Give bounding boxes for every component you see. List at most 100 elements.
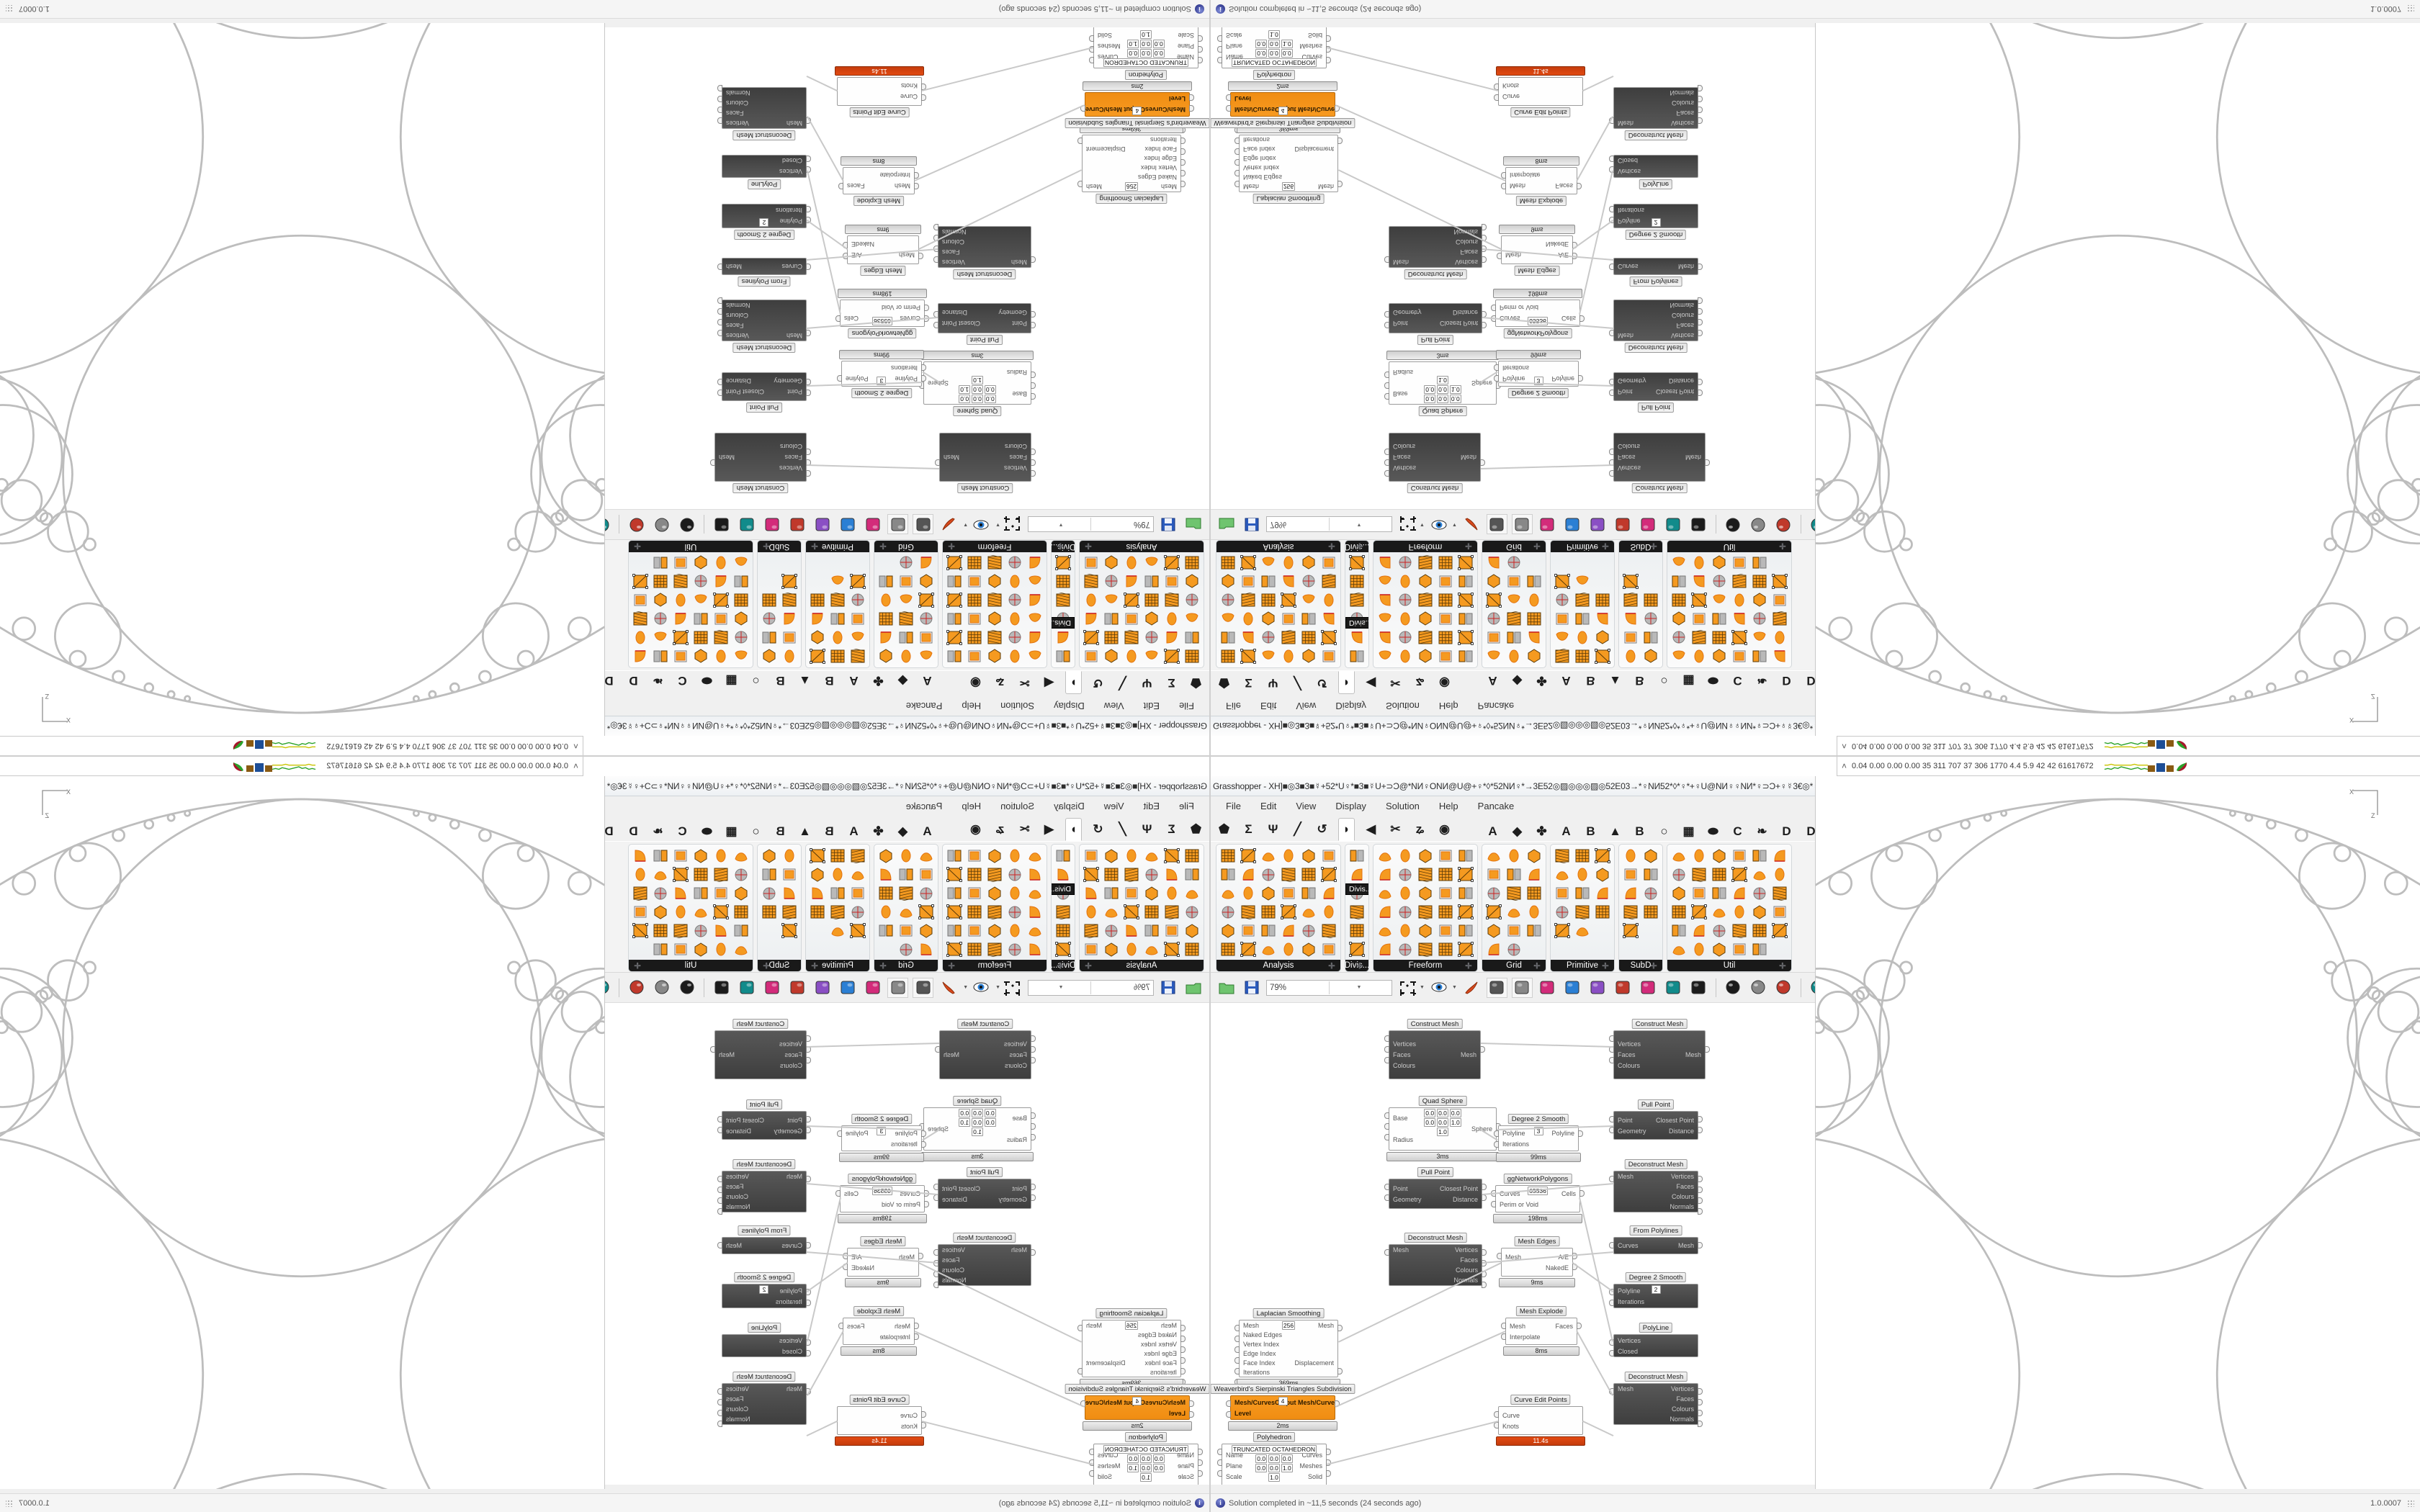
gh-component-body[interactable]: Polyline Polyline Iterations 3 (1494, 361, 1583, 387)
gh-input-port[interactable] (1031, 1112, 1036, 1119)
chevron-down-icon[interactable]: ▼ (1329, 981, 1389, 994)
component-icon-analysis-19[interactable] (1238, 902, 1258, 921)
component-icon-analysis-31[interactable] (1162, 940, 1182, 958)
gh-value-field[interactable]: 0.0 (972, 1109, 983, 1117)
gh-value-field[interactable]: 1.0 (1449, 1118, 1461, 1127)
palette-expand-icon[interactable]: ➕ (1533, 543, 1541, 550)
gh-output-port[interactable] (1579, 315, 1585, 322)
component-icon-subd-7[interactable] (1641, 591, 1660, 610)
chevron-down-icon[interactable]: ▼ (1420, 985, 1425, 990)
component-icon-util-31[interactable] (712, 554, 731, 572)
component-icon-grid-16[interactable] (1504, 554, 1523, 572)
gh-component-body[interactable]: Vertices Closed (1609, 1334, 1698, 1357)
component-icon-primitive-6[interactable] (848, 610, 868, 629)
component-icon-analysis-6[interactable] (1183, 865, 1202, 883)
component-icon-divis...-1[interactable] (1054, 629, 1073, 647)
component-icon-primitive-0[interactable] (1552, 647, 1572, 666)
component-icon-subd-0[interactable] (780, 846, 799, 865)
gh-value-field[interactable]: 0.0 (1140, 1454, 1152, 1463)
gh-component[interactable]: Deconstruct Mesh Mesh Vertices Faces Colours… (1384, 224, 1487, 279)
gh-value-field[interactable]: 0.0 (1255, 49, 1268, 58)
component-icon-util-10[interactable] (651, 865, 671, 883)
component-icon-util-23[interactable] (631, 591, 650, 610)
gh-component[interactable]: Mesh Explode Mesh Faces Interpolate 8ms (838, 1306, 919, 1356)
gh-value-field[interactable]: 3 (877, 377, 887, 385)
gh-input-port[interactable] (1494, 375, 1499, 382)
component-icon-util-11[interactable] (631, 865, 650, 883)
component-icon-freeform-14[interactable] (945, 610, 964, 629)
chevron-down-icon[interactable]: ▼ (963, 985, 969, 990)
component-icon-subd-0[interactable] (1621, 846, 1640, 865)
gh-value-field[interactable]: 0.0 (1449, 1109, 1461, 1117)
component-icon-util-2[interactable] (1709, 846, 1729, 865)
component-icon-freeform-19[interactable] (945, 591, 964, 610)
component-icon-primitive-9[interactable] (848, 591, 868, 610)
component-icon-primitive-8[interactable] (808, 883, 828, 902)
profiler-icon[interactable] (1511, 514, 1533, 535)
gh-component-body[interactable]: Mesh/Curves Output Mesh/Curves Level 4 (1080, 1395, 1194, 1420)
gh-output-port[interactable] (717, 1187, 722, 1193)
component-icon-freeform-9[interactable] (945, 865, 964, 883)
component-icon-analysis-20[interactable] (1142, 591, 1162, 610)
gh-input-port[interactable] (806, 156, 811, 162)
component-icon-analysis-15[interactable] (1122, 883, 1142, 902)
component-icon-util-15[interactable] (671, 883, 691, 902)
gh-output-port[interactable] (1698, 107, 1703, 113)
gh-output-port[interactable] (1326, 1459, 1331, 1466)
component-icon-util-13[interactable] (1689, 610, 1708, 629)
gh-input-port[interactable] (921, 1411, 926, 1418)
gh-output-port[interactable] (933, 1282, 938, 1288)
gh-component-body[interactable]: Base Sphere Radius 0.0 0.0 0.0 0.0 0.0 1.0 1.0 (1384, 1107, 1501, 1151)
chevron-up-icon[interactable]: ˄ (573, 741, 578, 752)
component-icon-util-30[interactable] (1669, 554, 1688, 572)
magnifier-icon[interactable] (1613, 515, 1634, 535)
component-icon-divis...-4[interactable] (1347, 921, 1366, 940)
gh-input-port[interactable] (1384, 1134, 1389, 1140)
component-icon-divis...-0[interactable] (1054, 846, 1073, 865)
component-icon-analysis-27[interactable] (1278, 921, 1298, 940)
component-icon-divis...-5[interactable] (1054, 554, 1073, 572)
component-icon-analysis-19[interactable] (1238, 591, 1258, 610)
gh-component[interactable]: PolyLine Vertices Closed (722, 155, 811, 189)
gh-output-port[interactable] (1698, 1187, 1703, 1193)
component-icon-util-20[interactable] (691, 902, 711, 921)
component-icon-util-23[interactable] (1770, 591, 1789, 610)
component-icon-grid-14[interactable] (1524, 572, 1543, 591)
component-icon-freeform-16[interactable] (1005, 902, 1025, 921)
gh-output-port[interactable] (843, 1253, 848, 1259)
component-icon-util-31[interactable] (1689, 940, 1708, 958)
gh-input-port[interactable] (806, 1046, 811, 1053)
gh-component[interactable]: Deconstruct Mesh Mesh Vertices Faces Colours… (717, 297, 811, 353)
component-icon-util-16[interactable] (651, 883, 671, 902)
gh-output-port[interactable] (933, 246, 938, 252)
component-icon-freeform-27[interactable] (1415, 940, 1435, 958)
component-icon-grid-12[interactable] (1484, 572, 1503, 591)
gh-input-port[interactable] (1609, 264, 1614, 270)
component-icon-util-15[interactable] (671, 610, 691, 629)
component-tab-left-9[interactable]: ◉ (1439, 822, 1450, 836)
component-icon-util-22[interactable] (651, 902, 671, 921)
component-icon-util-20[interactable] (691, 591, 711, 610)
gh-input-port[interactable] (806, 390, 811, 396)
gh-input-port[interactable] (1491, 1190, 1496, 1197)
gh-input-port[interactable] (1494, 1130, 1499, 1137)
component-icon-analysis-8[interactable] (1142, 865, 1162, 883)
component-tab-left-8[interactable]: ʑ (995, 676, 1005, 690)
component-icon-freeform-4[interactable] (1456, 846, 1475, 865)
component-icon-divis...-3[interactable] (1054, 591, 1073, 610)
component-icon-analysis-6[interactable] (1183, 629, 1202, 647)
gh-output-port[interactable] (1482, 1249, 1487, 1256)
component-icon-grid-2[interactable] (1524, 846, 1543, 865)
gh-output-port[interactable] (1698, 308, 1703, 315)
component-icon-grid-2[interactable] (877, 846, 896, 865)
gh-component-body[interactable]: Vertices Closed (1609, 155, 1698, 178)
component-icon-freeform-18[interactable] (1435, 591, 1455, 610)
component-icon-analysis-2[interactable] (1142, 846, 1162, 865)
gh-component[interactable]: Deconstruct Mesh Mesh Vertices Faces Colours… (717, 1159, 811, 1215)
component-icon-util-5[interactable] (631, 647, 650, 666)
gh-component-body[interactable]: Mesh A/E NakedE (843, 235, 923, 264)
component-tab-left-4[interactable]: ↺ (1317, 822, 1327, 836)
component-icon-freeform-17[interactable] (985, 591, 1005, 610)
component-icon-analysis-35[interactable] (1319, 554, 1338, 572)
gh-input-port[interactable] (1384, 256, 1389, 263)
